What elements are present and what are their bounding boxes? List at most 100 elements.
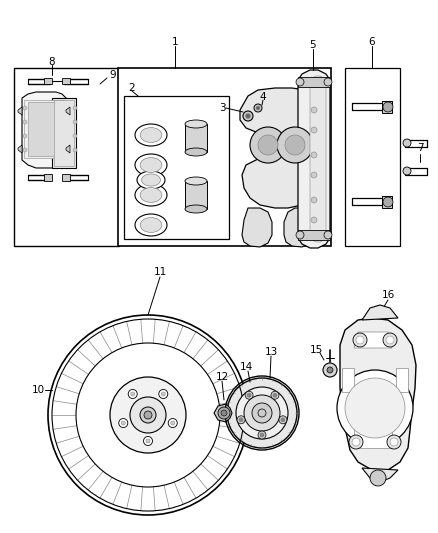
Bar [14,68,119,246]
Circle shape [273,393,277,397]
Bar [62,78,70,84]
Circle shape [247,393,251,397]
Circle shape [356,336,364,344]
Circle shape [171,421,175,425]
Polygon shape [310,76,326,242]
Ellipse shape [137,171,165,189]
Circle shape [73,120,77,124]
Circle shape [327,367,333,373]
Polygon shape [185,181,207,209]
Circle shape [236,387,288,439]
Polygon shape [54,100,74,166]
Circle shape [246,114,251,118]
Circle shape [243,111,253,121]
Circle shape [311,127,317,133]
Ellipse shape [135,124,167,146]
Polygon shape [342,368,354,392]
Circle shape [144,437,152,446]
Circle shape [237,416,245,424]
Circle shape [337,370,413,446]
Text: 5: 5 [310,40,316,50]
Circle shape [130,397,166,433]
Ellipse shape [140,217,162,232]
Circle shape [119,418,128,427]
Circle shape [258,409,266,417]
Polygon shape [66,145,70,153]
Circle shape [258,135,278,155]
Polygon shape [52,98,76,168]
Circle shape [73,148,77,152]
Circle shape [345,378,405,438]
Circle shape [403,167,411,175]
Bar [124,96,229,239]
Circle shape [403,139,411,147]
Circle shape [140,407,156,423]
Circle shape [250,127,286,163]
Ellipse shape [141,174,160,186]
Circle shape [296,231,304,239]
Circle shape [258,431,266,439]
Bar [382,101,392,113]
Text: 13: 13 [265,347,278,357]
Bar [62,174,70,181]
Text: 10: 10 [32,385,45,395]
Circle shape [73,134,77,138]
Text: 8: 8 [49,57,55,67]
Circle shape [390,438,398,446]
Bar [44,78,52,84]
Ellipse shape [140,188,162,203]
Circle shape [383,197,393,207]
Bar [345,68,400,246]
Ellipse shape [185,120,207,128]
Circle shape [254,104,262,112]
Circle shape [110,377,186,453]
Circle shape [383,102,393,112]
Ellipse shape [140,158,162,172]
Text: 1: 1 [172,37,178,47]
Ellipse shape [135,214,167,236]
Circle shape [256,106,260,110]
Polygon shape [396,368,408,392]
Ellipse shape [185,148,207,156]
Circle shape [76,343,220,487]
Circle shape [244,395,280,431]
Polygon shape [18,145,22,153]
Text: 15: 15 [309,345,323,355]
Circle shape [73,106,77,110]
Polygon shape [22,92,66,168]
Circle shape [311,152,317,158]
Polygon shape [354,332,392,348]
Polygon shape [18,107,22,115]
Text: 16: 16 [381,290,395,300]
Text: 9: 9 [110,70,117,80]
Polygon shape [185,124,207,152]
Text: 11: 11 [153,267,166,277]
Polygon shape [298,230,330,240]
Circle shape [128,390,137,399]
Circle shape [352,438,360,446]
Text: 2: 2 [129,83,135,93]
Polygon shape [240,88,324,208]
Ellipse shape [185,205,207,213]
Ellipse shape [185,177,207,185]
Polygon shape [340,318,416,470]
Polygon shape [298,70,330,248]
Circle shape [370,470,386,486]
Circle shape [311,197,317,203]
Circle shape [146,439,150,443]
Circle shape [324,231,332,239]
Circle shape [23,120,27,124]
Polygon shape [242,208,272,247]
Circle shape [311,172,317,178]
Circle shape [279,416,287,424]
Circle shape [296,78,304,86]
Circle shape [168,418,177,427]
Circle shape [144,411,152,419]
Circle shape [387,435,401,449]
Circle shape [121,421,125,425]
Circle shape [353,333,367,347]
Polygon shape [214,404,232,422]
Ellipse shape [140,127,162,142]
Polygon shape [28,102,60,156]
Text: 14: 14 [240,362,253,372]
